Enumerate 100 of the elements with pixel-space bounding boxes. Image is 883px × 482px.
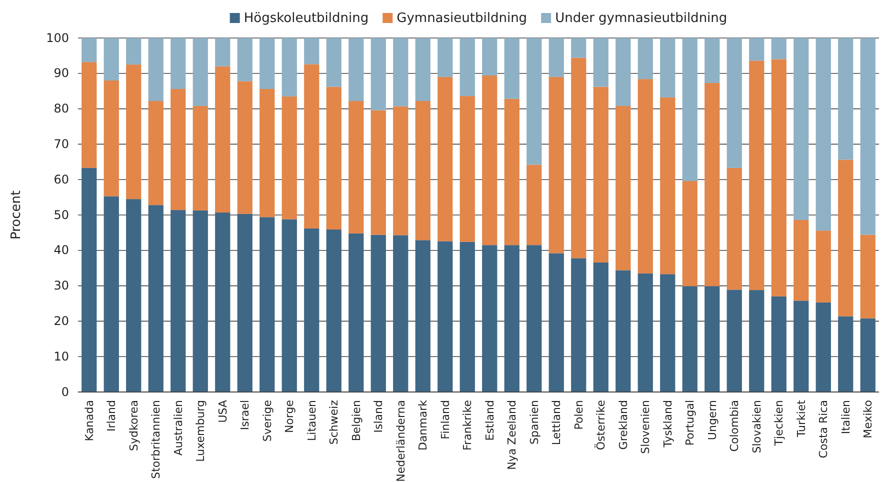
x-tick-label: Costa Rica bbox=[817, 400, 830, 458]
y-tick-label: 30 bbox=[54, 278, 69, 293]
x-tick-label: Frankrike bbox=[461, 400, 474, 450]
y-tick-label: 10 bbox=[54, 349, 69, 364]
x-tick-label: Polen bbox=[572, 400, 586, 430]
bar bbox=[415, 38, 430, 102]
bar bbox=[348, 38, 364, 102]
bar bbox=[816, 302, 831, 392]
bar bbox=[260, 88, 275, 218]
bar bbox=[660, 38, 676, 98]
bar bbox=[593, 38, 608, 87]
bar bbox=[638, 79, 653, 274]
bar bbox=[170, 210, 186, 392]
bar bbox=[393, 38, 408, 106]
x-tick-label: Slovenien bbox=[639, 400, 652, 454]
bar bbox=[126, 199, 142, 392]
bar bbox=[504, 245, 520, 392]
x-tick-label: Sydkorea bbox=[127, 400, 140, 451]
y-tick-label: 0 bbox=[61, 384, 69, 399]
bar bbox=[571, 58, 586, 258]
bar bbox=[616, 270, 631, 392]
bar bbox=[104, 38, 119, 80]
bar bbox=[660, 97, 676, 274]
bar bbox=[148, 101, 164, 206]
x-tick-label: Tyskland bbox=[661, 400, 674, 448]
x-tick-label: Nya Zeeland bbox=[506, 400, 519, 470]
x-tick-label: Portugal bbox=[684, 400, 697, 446]
bar bbox=[460, 242, 475, 392]
bar bbox=[704, 82, 720, 286]
bar bbox=[348, 233, 364, 392]
bar bbox=[215, 38, 230, 66]
bar bbox=[282, 38, 297, 96]
y-tick-label: 80 bbox=[54, 102, 69, 116]
bar bbox=[771, 296, 786, 392]
bar bbox=[726, 38, 742, 168]
bar bbox=[482, 38, 498, 76]
y-tick-label: 100 bbox=[46, 30, 69, 45]
bar bbox=[415, 240, 430, 392]
bar bbox=[304, 228, 320, 392]
x-tick-label: Tjeckien bbox=[772, 400, 786, 447]
bar bbox=[170, 38, 186, 89]
x-tick-label: Österrike bbox=[594, 400, 608, 450]
bar bbox=[660, 274, 676, 392]
bar bbox=[794, 300, 809, 392]
x-tick-label: Mexiko bbox=[862, 400, 875, 438]
x-tick-label: Italien bbox=[839, 400, 852, 434]
bar bbox=[326, 230, 342, 392]
bar bbox=[860, 318, 876, 392]
x-tick-label: Slovakien bbox=[750, 400, 764, 454]
bar bbox=[237, 214, 252, 392]
x-tick-label: Ungern bbox=[706, 400, 719, 440]
x-tick-label: Spanien bbox=[528, 400, 541, 444]
bar bbox=[282, 96, 297, 220]
bar bbox=[460, 38, 475, 96]
x-tick-label: Finland bbox=[438, 400, 452, 440]
y-tick-label: 60 bbox=[54, 172, 69, 186]
bar bbox=[749, 290, 764, 392]
bar bbox=[82, 38, 97, 62]
bar bbox=[571, 38, 586, 58]
y-tick-label: 40 bbox=[54, 243, 69, 258]
bar bbox=[326, 86, 342, 230]
bar bbox=[415, 101, 430, 240]
bar bbox=[548, 38, 564, 77]
y-tick-label: 50 bbox=[54, 208, 69, 222]
x-tick-label: Danmark bbox=[416, 399, 430, 451]
bar bbox=[726, 290, 742, 392]
x-tick-label: Estland bbox=[483, 400, 496, 441]
x-tick-label: USA bbox=[216, 400, 230, 423]
bar bbox=[370, 110, 386, 235]
bar bbox=[638, 273, 653, 392]
bar bbox=[370, 38, 386, 110]
bar bbox=[616, 38, 631, 106]
legend-label: Under gymnasieutbildning bbox=[555, 11, 728, 26]
y-tick-label: 70 bbox=[54, 137, 69, 152]
bar bbox=[504, 38, 520, 99]
x-tick-label: Norge bbox=[283, 400, 296, 434]
bar bbox=[170, 88, 186, 210]
bar bbox=[526, 164, 542, 246]
bar bbox=[126, 64, 142, 200]
bar bbox=[237, 38, 252, 82]
bar bbox=[192, 106, 208, 210]
x-tick-label: Schweiz bbox=[328, 400, 341, 445]
bar bbox=[482, 245, 498, 392]
bar bbox=[682, 181, 698, 286]
bar bbox=[548, 76, 564, 254]
bar bbox=[593, 86, 608, 262]
bar bbox=[504, 98, 520, 246]
bar bbox=[771, 38, 786, 60]
bar bbox=[749, 60, 764, 290]
bar bbox=[638, 38, 653, 80]
bar bbox=[438, 241, 453, 392]
bar bbox=[215, 66, 230, 213]
bar bbox=[82, 62, 97, 168]
bar bbox=[304, 64, 320, 228]
x-tick-label: Australien bbox=[172, 400, 185, 456]
bar bbox=[192, 38, 208, 106]
bar bbox=[237, 81, 252, 214]
bar bbox=[571, 258, 586, 392]
bar bbox=[794, 220, 809, 301]
x-tick-label: Turkiet bbox=[794, 399, 808, 438]
